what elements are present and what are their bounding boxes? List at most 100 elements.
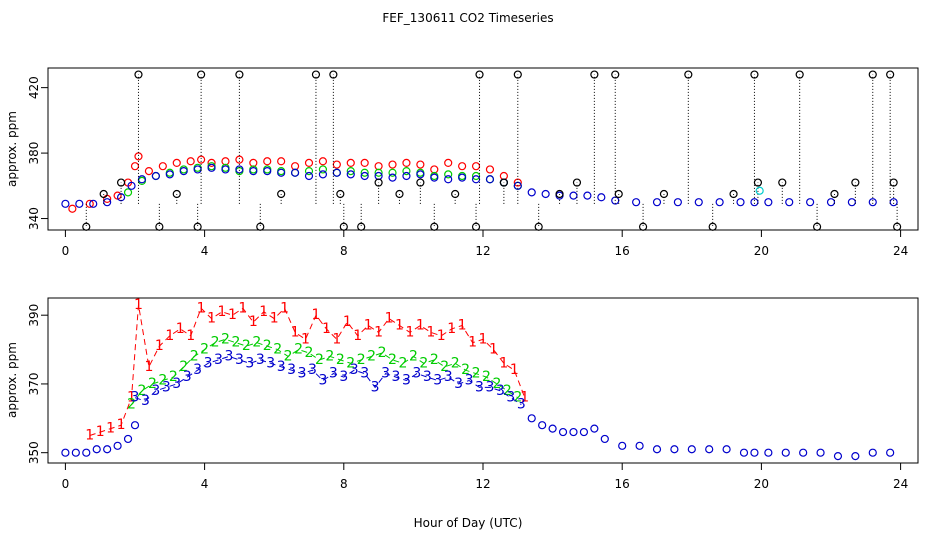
- top-series-3-point-20: [451, 189, 460, 199]
- top-series-2-point-18: [304, 171, 314, 181]
- top-series-0-point-25: [388, 160, 397, 169]
- bottom-series-0-point-36: 1: [458, 318, 467, 334]
- top-series-2-point-12: [221, 165, 230, 174]
- bottom-series-3-point-15: [600, 434, 609, 444]
- bottom-series-3-point-10: [548, 424, 557, 433]
- bottom-series-2-point-0: 3: [131, 390, 140, 406]
- bottom-xtick-label-0: 0: [62, 477, 70, 491]
- bottom-series-1-point-5: 2: [179, 359, 188, 375]
- bottom-series-1-point-22: 2: [357, 352, 366, 368]
- bottom-series-0-point-6: 1: [144, 359, 153, 375]
- bottom-series-3-point-29: [833, 452, 843, 461]
- top-xtick-label-6: 24: [893, 244, 908, 258]
- bottom-series-2-point-27: 3: [412, 366, 421, 382]
- bottom-series-3-point-13: [579, 427, 589, 437]
- bottom-series-1-point-11: 2: [242, 338, 251, 354]
- top-series-0-point-17: [277, 157, 286, 166]
- bottom-series-2-point-9: 3: [224, 348, 233, 364]
- top-series-3-point-8: [235, 70, 244, 79]
- top-series-0-point-14: [235, 155, 244, 164]
- top-series-0-point-16: [263, 157, 272, 166]
- top-series-2-point-21: [346, 170, 355, 179]
- top-series-3-point-32: [659, 189, 669, 199]
- bottom-series-1-point-10: 2: [231, 335, 240, 351]
- top-series-3-point-19: [430, 222, 439, 231]
- bottom-series-2-point-12: 3: [256, 352, 265, 368]
- bottom-series-3-point-2: [82, 448, 91, 457]
- top-series-0-point-6: [134, 152, 143, 161]
- top-series-0-point-23: [360, 158, 369, 168]
- top-series-1-point-17: [360, 168, 369, 177]
- bottom-series-1-point-32: 2: [461, 362, 470, 378]
- bottom-series-1-point-9: 2: [221, 331, 230, 347]
- top-series-0-point-11: [197, 155, 206, 164]
- bottom-series-0-point-33: 1: [426, 324, 435, 340]
- top-series-3-point-27: [572, 178, 582, 187]
- bottom-series-3-point-23: [739, 448, 749, 457]
- top-xtick-label-1: 4: [201, 244, 209, 258]
- top-series-3-point-29: [611, 70, 620, 79]
- top-series-3-point-33: [684, 70, 693, 79]
- bottom-series-2-point-18: 3: [318, 373, 327, 389]
- bottom-series-2-point-32: 3: [465, 373, 474, 389]
- top-series-2-point-22: [360, 171, 369, 181]
- top-series-2-point-41: [632, 198, 641, 207]
- bottom-series-1-point-31: 2: [451, 355, 460, 371]
- bottom-series-0-point-0: 1: [85, 428, 94, 444]
- top-series-0-point-30: [458, 162, 467, 171]
- top-series-3-point-13: [336, 189, 345, 199]
- bottom-series-2-point-16: 3: [298, 366, 307, 382]
- bottom-series-1-point-30: 2: [440, 359, 449, 375]
- top-series-2-point-14: [249, 166, 258, 176]
- top-xtick-label-2: 8: [340, 244, 348, 258]
- bottom-series-2-point-35: 3: [496, 383, 505, 399]
- top-series-3-point-6: [193, 222, 202, 231]
- bottom-series-3-point-11: [558, 427, 568, 437]
- bottom-series-3-point-3: [92, 445, 101, 454]
- bottom-series-3-point-28: [816, 448, 825, 457]
- bottom-xtick-label-4: 16: [615, 477, 630, 491]
- top-series-2-point-49: [785, 198, 794, 207]
- bottom-series-0-point-9: 1: [176, 321, 185, 337]
- bottom-series-1-point-19: 2: [325, 348, 334, 364]
- top-series-3-point-1: [99, 189, 108, 199]
- top-series-3-point-30: [614, 189, 623, 199]
- bottom-series-0-point-41: 1: [510, 362, 519, 378]
- bottom-series-2-point-20: 3: [339, 369, 348, 385]
- bottom-ytick-label-1: 370: [27, 372, 41, 395]
- top-series-1-point-20: [402, 166, 411, 176]
- bottom-series-1-point-35: 2: [492, 376, 501, 392]
- bottom-series-2-point-13: 3: [266, 355, 275, 371]
- top-series-3-point-35: [729, 189, 738, 199]
- top-series-0-point-5: [130, 162, 140, 171]
- top-series-0-point-32: [485, 165, 495, 174]
- top-series-2-point-8: [165, 170, 174, 179]
- top-series-2-point-3: [103, 198, 112, 207]
- bottom-series-0-point-27: 1: [364, 318, 373, 334]
- top-series-3-point-34: [708, 222, 717, 231]
- top-series-2-point-39: [597, 193, 606, 202]
- bottom-series-0-point-37: 1: [468, 335, 477, 351]
- bottom-series-2-point-19: 3: [329, 366, 338, 382]
- top-series-3-point-16: [374, 178, 383, 187]
- bottom-series-1-point-33: 2: [472, 366, 481, 382]
- bottom-series-0-point-25: 1: [343, 314, 352, 330]
- top-series-2-point-53: [868, 198, 877, 207]
- top-series-0-point-12: [207, 158, 216, 168]
- bottom-series-2-point-21: 3: [350, 362, 359, 378]
- bottom-series-3-point-14: [590, 424, 599, 433]
- bottom-xtick-label-5: 20: [754, 477, 769, 491]
- bottom-series-0-point-42: 1: [520, 390, 529, 406]
- bottom-series-0-point-38: 1: [479, 331, 488, 347]
- top-series-2-point-20: [332, 168, 341, 177]
- top-series-2-point-44: [694, 198, 703, 207]
- bottom-series-0-point-21: 1: [301, 331, 310, 347]
- bottom-series-3-point-8: [527, 414, 536, 423]
- bottom-series-1-point-8: 2: [211, 335, 220, 351]
- bottom-series-2-point-30: 3: [444, 369, 453, 385]
- bottom-series-3-point-12: [569, 427, 578, 437]
- bottom-series-2-point-36: 3: [506, 390, 515, 406]
- bottom-series-1-point-7: 2: [200, 342, 209, 358]
